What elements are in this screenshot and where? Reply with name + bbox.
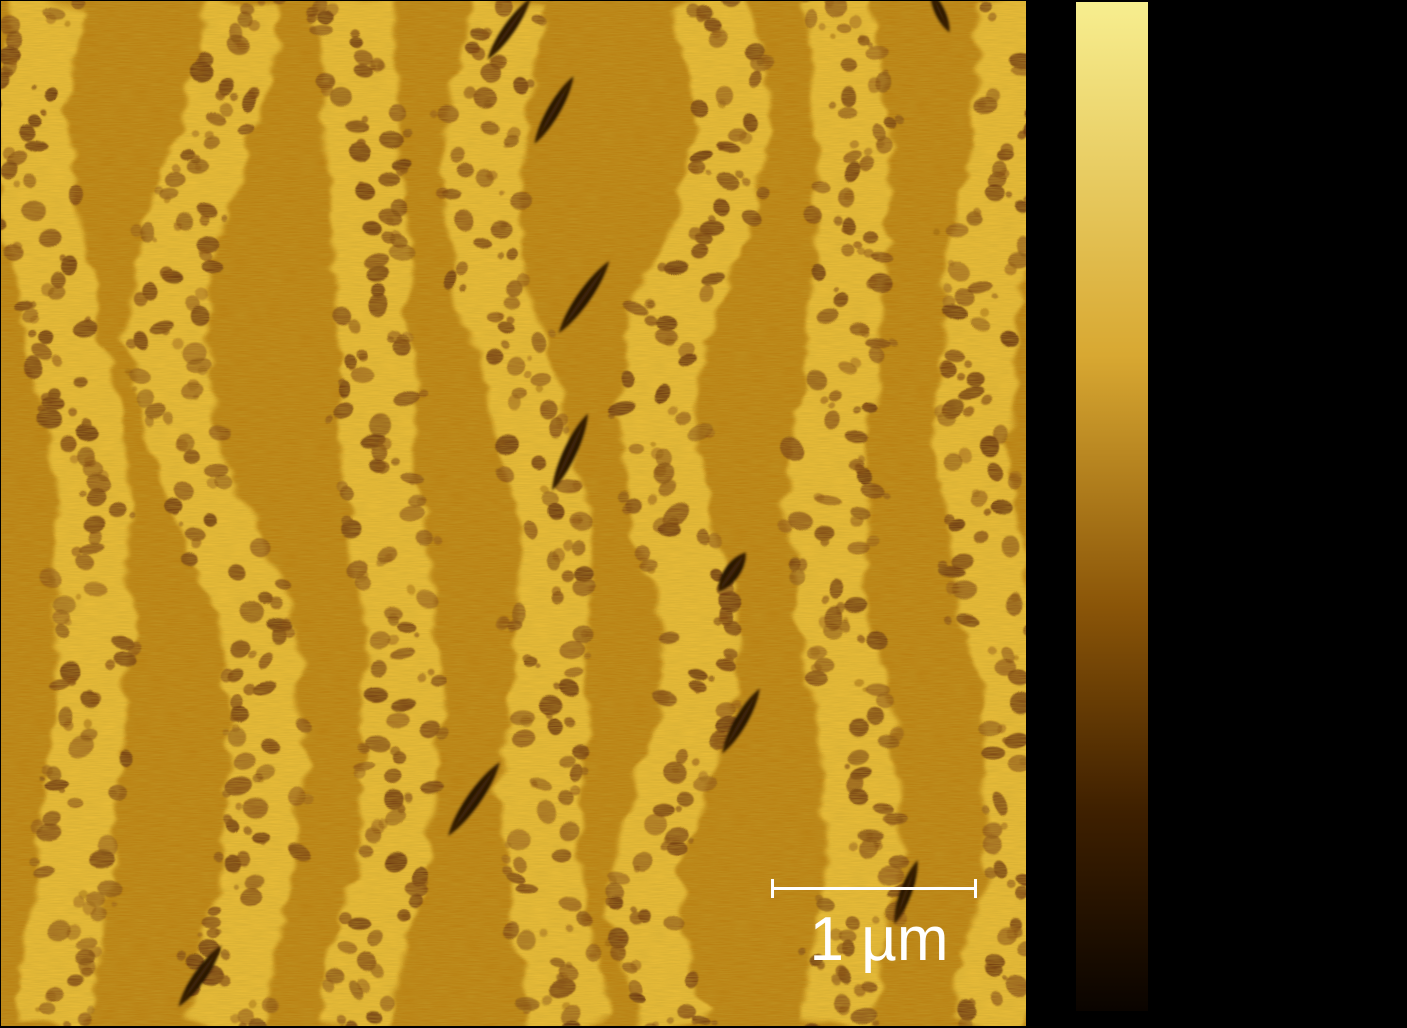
svg-text:1 µm: 1 µm [809, 905, 948, 974]
